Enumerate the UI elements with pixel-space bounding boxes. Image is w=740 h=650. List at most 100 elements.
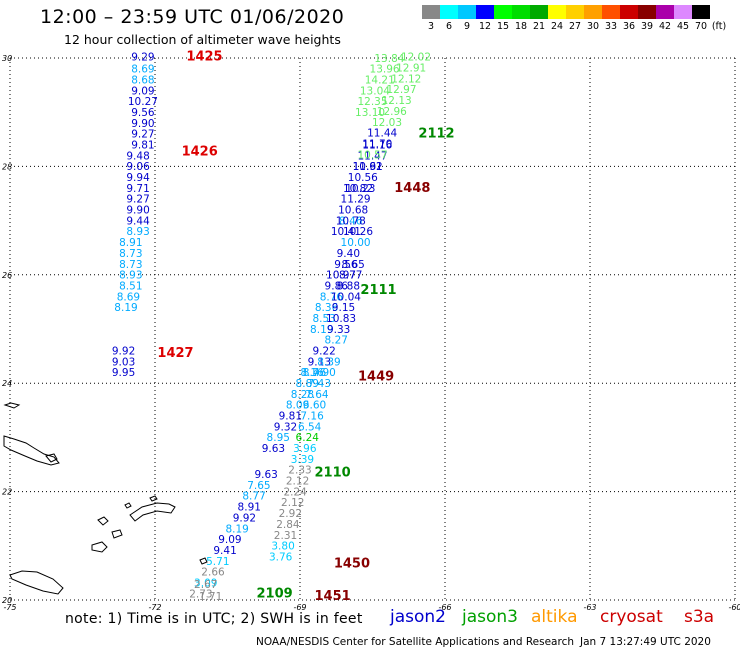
swh-value: 10.82 [343, 183, 373, 195]
swh-value: 8.69 [131, 64, 154, 76]
swh-value: 8.88 [337, 280, 360, 292]
swh-value: 11.70 [362, 138, 392, 150]
swh-value: 13.84 [374, 53, 404, 65]
scale-label: 24 [550, 21, 564, 32]
swh-value: 10.23 [345, 183, 375, 195]
x-tick-label: -75 [3, 603, 16, 612]
swh-value: 7.90 [312, 367, 335, 379]
scale-swatch [548, 5, 566, 19]
swh-value: 10.57 [357, 149, 387, 161]
swh-value: 9.90 [131, 118, 154, 130]
swh-value: 10.91 [353, 161, 383, 173]
scale-label: 18 [514, 21, 528, 32]
swh-value: 8.51 [119, 280, 142, 292]
swh-value: 10.41 [331, 226, 361, 238]
swh-value: 8.77 [339, 270, 362, 282]
scale-label: 70 [694, 21, 708, 32]
swh-value: 8.91 [238, 502, 261, 514]
swh-value: 8.76 [320, 291, 344, 303]
swh-value: 8.93 [119, 270, 142, 282]
footer-note: note: 1) Time is in UTC; 2) SWH is in fe… [65, 611, 363, 627]
swh-value: 9.22 [312, 345, 335, 357]
coastline [3, 402, 208, 595]
swh-value: 8.27 [325, 335, 348, 347]
legend-cryosat: cryosat [600, 607, 663, 627]
swh-value: 11.62 [353, 161, 383, 173]
swh-values: 9.298.698.689.0910.279.569.909.279.819.4… [112, 52, 431, 603]
scale-label: 15 [496, 21, 510, 32]
swh-value: 8.16 [300, 367, 324, 379]
swh-value: 10.68 [338, 205, 368, 217]
swh-value: 11.29 [341, 194, 371, 206]
swh-value: 7.65 [247, 480, 270, 492]
swh-value: 7.16 [300, 411, 324, 423]
track-pass-label: 1451 [315, 589, 351, 604]
swh-value: 8.28 [291, 389, 314, 401]
swh-value: 9.03 [112, 356, 135, 368]
swh-value: 8.69 [117, 291, 140, 303]
swh-value: 9.90 [126, 205, 149, 217]
swh-value: 8.53 [312, 313, 335, 325]
track-pass-label: 2111 [360, 283, 396, 298]
swh-value: 9.09 [218, 534, 241, 546]
scale-swatch [458, 5, 476, 19]
swh-value: 8.09 [286, 400, 309, 412]
page-title: 12:00 – 23:59 UTC 01/06/2020 [40, 6, 345, 28]
island-bahamas-1 [97, 516, 109, 526]
swh-value: 9.63 [254, 469, 277, 481]
swh-value: 9.40 [337, 248, 360, 260]
swh-value: 8.19 [225, 523, 248, 535]
swh-value: 9.06 [126, 161, 150, 173]
swh-value: 10.00 [341, 237, 371, 249]
swh-value: 12.02 [401, 52, 431, 64]
island-bahamas-2 [111, 529, 123, 539]
swh-value: 9.29 [131, 52, 154, 64]
swh-value: 10.56 [348, 172, 378, 184]
swh-value: 9.15 [332, 302, 355, 314]
swh-value: 11.16 [362, 140, 392, 152]
track-pass-label: 1450 [334, 556, 370, 571]
swh-value: 9.86 [325, 280, 349, 292]
swh-value: 9.56 [334, 259, 358, 271]
scale-swatch [476, 5, 494, 19]
scale-label: 3 [427, 21, 435, 32]
y-tick-label: 24 [2, 379, 12, 388]
scale-swatch [422, 5, 440, 19]
swh-value: 12.91 [396, 63, 426, 75]
track-pass-label: 2110 [315, 465, 351, 480]
swh-value: 2.12 [286, 476, 309, 488]
swh-value: 12.12 [391, 73, 421, 85]
swh-value: 8.73 [119, 248, 142, 260]
scale-label: 42 [658, 21, 672, 32]
swh-value: 6.60 [303, 400, 326, 412]
swh-value: 12.13 [382, 95, 412, 107]
gridlines [9, 57, 736, 601]
swh-value: 2.92 [279, 508, 302, 520]
scale-label: 30 [586, 21, 600, 32]
swh-value: 2.33 [288, 465, 311, 477]
scale-swatch [584, 5, 602, 19]
swh-value: 14.21 [365, 74, 395, 86]
swh-value: 8.95 [267, 432, 290, 444]
swh-value: 3.39 [291, 454, 314, 466]
scale-swatch [602, 5, 620, 19]
swh-value: 3.76 [269, 551, 293, 563]
legend-s3a: s3a [684, 607, 715, 627]
swh-value: 9.32 [274, 421, 297, 433]
scale-label: 27 [568, 21, 582, 32]
swh-value: 2.84 [276, 519, 300, 531]
x-tick-label: -60 [728, 603, 740, 612]
scale-swatch [638, 5, 656, 19]
swh-value: 8.19 [114, 302, 137, 314]
swh-value: 8.91 [119, 237, 142, 249]
swh-value: 9.44 [126, 215, 150, 227]
swh-value: 13.04 [360, 85, 390, 97]
swh-value: 6.54 [298, 421, 322, 433]
track-labels: 1425 1426 1427 2109 2110 2111 2112 1448 1449 1450… [157, 50, 454, 604]
island-jamaica [9, 570, 64, 595]
timestamp-text: Jan 7 13:27:49 UTC 2020 [580, 636, 711, 648]
swh-value: 8.46 [339, 215, 363, 227]
swh-value: 10.78 [336, 215, 366, 227]
swh-value: 2.67 [194, 579, 217, 591]
swh-value: 11.44 [367, 128, 397, 140]
